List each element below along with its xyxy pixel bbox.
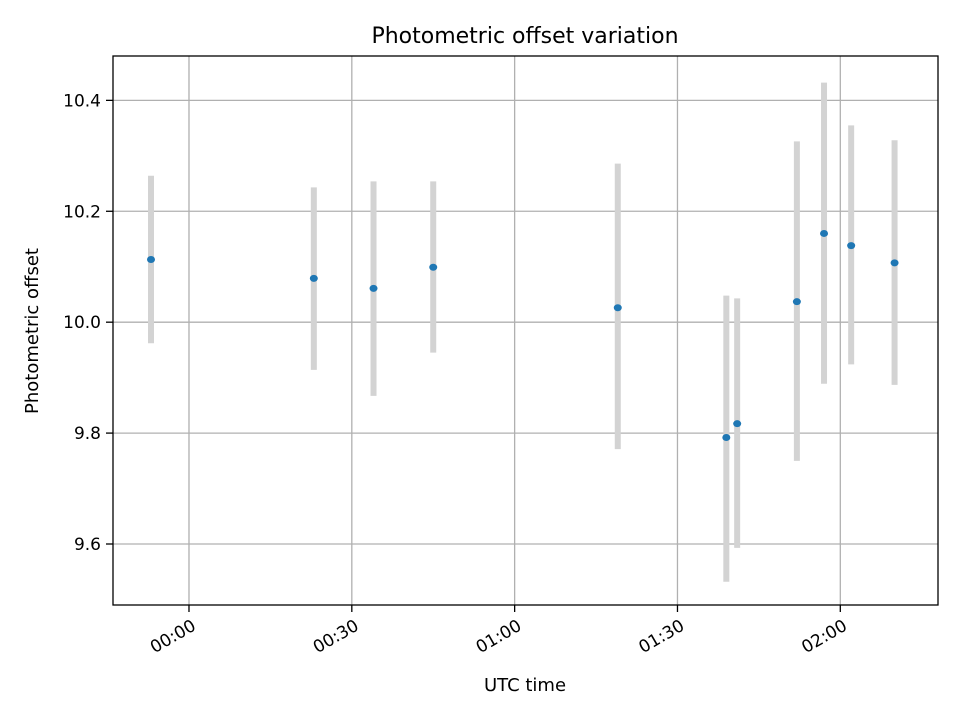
grid <box>113 56 938 605</box>
data-point <box>847 242 856 250</box>
data-point <box>792 298 801 306</box>
data-point <box>890 259 899 267</box>
data-points <box>146 229 899 442</box>
data-point <box>722 434 731 442</box>
y-tick-label: 10.2 <box>63 202 101 222</box>
data-point <box>369 284 378 292</box>
chart-title: Photometric offset variation <box>371 24 678 49</box>
data-point <box>820 229 829 237</box>
data-point <box>733 420 742 428</box>
y-tick-label: 10.4 <box>63 91 101 111</box>
data-point <box>146 256 155 264</box>
data-point <box>613 304 622 312</box>
y-tick-label: 9.6 <box>74 535 101 555</box>
data-point <box>429 263 438 271</box>
plot-frame <box>112 55 939 606</box>
y-tick-label: 9.8 <box>74 424 101 444</box>
y-tick-label: 10.0 <box>63 313 101 333</box>
y-axis-label: Photometric offset <box>22 248 43 414</box>
data-point <box>309 274 318 282</box>
y-axis-ticks: 9.6 9.8 10.0 10.2 10.4 <box>63 91 113 555</box>
x-axis-label: UTC time <box>484 675 566 696</box>
